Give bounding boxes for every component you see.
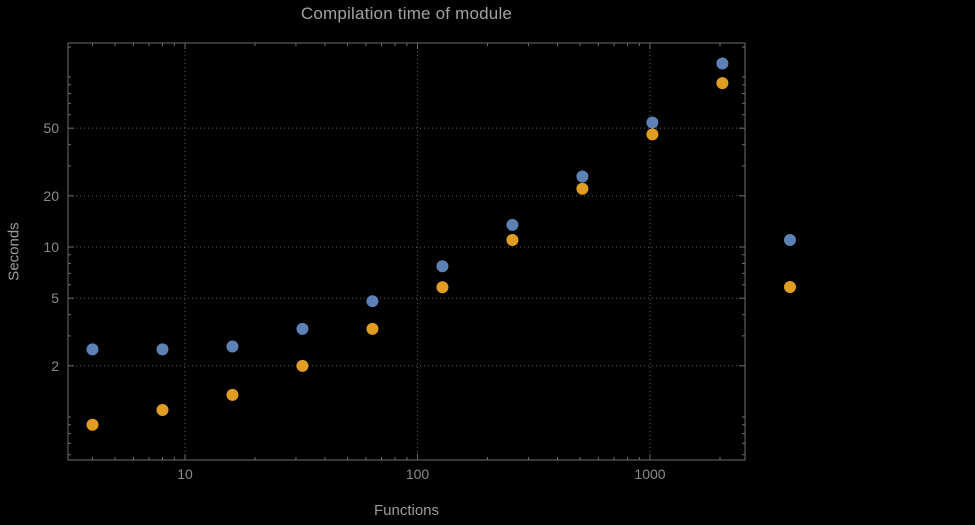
data-point-series-blue [576, 170, 589, 183]
y-tick-label: 5 [51, 290, 59, 306]
legend-marker-legend-orange [784, 281, 796, 293]
data-point-series-blue [716, 57, 729, 70]
data-point-series-orange [436, 281, 449, 294]
x-tick-label: 10 [177, 466, 193, 482]
y-tick-label: 20 [43, 188, 59, 204]
legend-marker-legend-blue [784, 234, 796, 246]
x-tick-label: 100 [406, 466, 430, 482]
chart-title: Compilation time of module [300, 4, 513, 23]
y-tick-label: 2 [51, 358, 59, 374]
data-point-series-blue [296, 322, 309, 335]
data-point-series-orange [716, 77, 729, 90]
data-point-series-orange [226, 388, 239, 401]
data-point-series-blue [156, 343, 169, 356]
data-point-series-blue [366, 295, 379, 308]
data-point-series-blue [506, 218, 519, 231]
y-tick-label: 10 [43, 239, 59, 255]
data-point-series-blue [86, 343, 99, 356]
data-point-series-orange [646, 128, 659, 141]
data-point-series-orange [156, 403, 169, 416]
data-point-series-orange [506, 233, 519, 246]
data-point-series-orange [296, 359, 309, 372]
plot-frame [67, 42, 746, 461]
data-point-series-orange [576, 182, 589, 195]
data-point-series-blue [646, 116, 659, 129]
y-axis-label: Seconds [5, 222, 23, 281]
x-axis-label: Functions [373, 502, 440, 519]
data-point-series-blue [226, 340, 239, 353]
data-point-series-blue [436, 260, 449, 273]
y-tick-label: 50 [43, 120, 59, 136]
x-tick-label: 1000 [634, 466, 665, 482]
data-point-series-orange [86, 418, 99, 431]
data-point-series-orange [366, 322, 379, 335]
